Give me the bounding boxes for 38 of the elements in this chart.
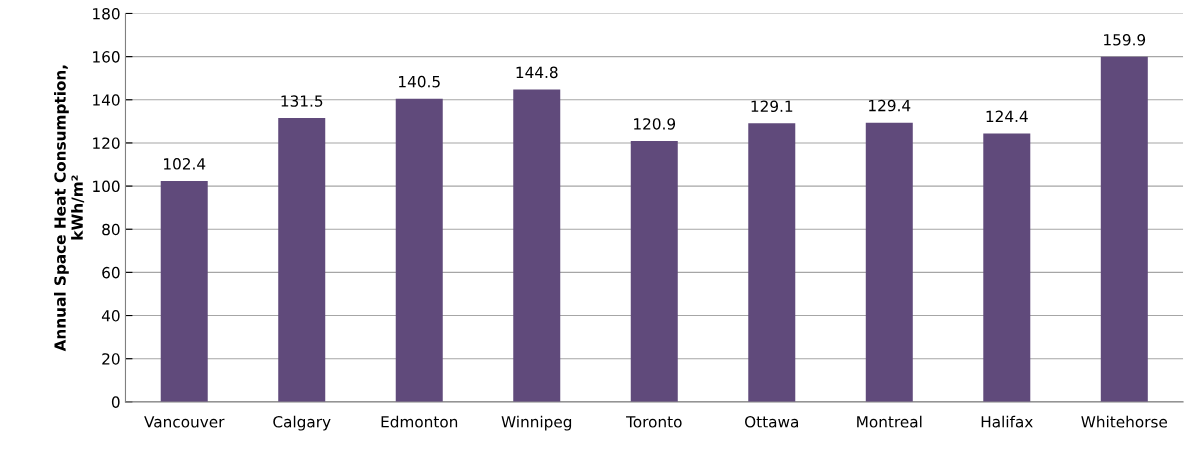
y-tick-label: 160 (93, 51, 120, 63)
bar (748, 123, 796, 402)
data-label: 124.4 (986, 110, 1028, 122)
bar (983, 133, 1031, 402)
y-tick-label: 120 (93, 137, 120, 149)
y-tick-label: 100 (93, 180, 120, 193)
x-tick-label: Calgary (273, 415, 331, 431)
y-tick-label: 80 (102, 223, 120, 236)
data-label: 159.9 (1104, 33, 1146, 46)
y-tick-label: 20 (102, 353, 120, 365)
data-label: 129.4 (869, 99, 911, 112)
bar (278, 118, 326, 402)
data-label: 102.4 (164, 158, 206, 170)
y-tick-label: 0 (111, 396, 120, 408)
data-label: 140.5 (399, 75, 440, 88)
y-axis-title: Annual Space Heat Consumption, kWh/m² (54, 65, 85, 352)
bar (395, 98, 443, 402)
bar (160, 180, 208, 402)
x-tick-label: Vancouver (144, 416, 225, 428)
y-tick-label: 60 (102, 266, 120, 279)
x-tick-label: Winnipeg (501, 415, 572, 431)
x-tick-label: Halifax (981, 415, 1033, 428)
data-label: 131.5 (281, 95, 323, 107)
x-tick-label: Edmonton (381, 415, 458, 428)
data-label: 144.8 (516, 66, 558, 79)
bar (1100, 56, 1148, 402)
bar (865, 122, 913, 402)
y-tick-label: 140 (93, 94, 120, 106)
x-tick-label: Ottawa (745, 416, 798, 428)
data-label: 120.9 (634, 118, 676, 130)
bar (513, 89, 561, 402)
bar (630, 140, 678, 402)
y-tick-label: 180 (93, 7, 120, 20)
data-label: 129.1 (751, 100, 793, 112)
x-tick-label: Whitehorse (1081, 415, 1168, 428)
x-tick-label: Montreal (857, 415, 922, 428)
y-tick-label: 40 (101, 310, 120, 322)
x-tick-label: Toronto (626, 416, 682, 428)
